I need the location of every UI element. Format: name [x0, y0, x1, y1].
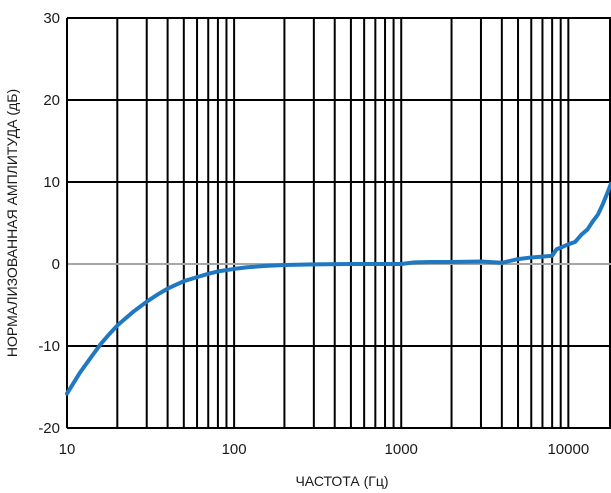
y-tick-label: 10 — [43, 174, 60, 191]
x-tick-label: 10 — [59, 441, 76, 458]
y-tick-label: 20 — [43, 92, 60, 109]
y-grid-lines — [66, 17, 611, 429]
y-axis-title: НОРМАЛИЗОВАННАЯ АМПЛИТУДА (дБ) — [4, 89, 20, 357]
series-line — [65, 181, 611, 396]
x-tick-label: 1000 — [385, 441, 418, 458]
x-tick-label: 10000 — [547, 441, 589, 458]
y-tick-labels: -20 -10 0 10 20 30 — [38, 10, 60, 437]
y-tick-label: 0 — [52, 256, 60, 273]
x-axis-title: ЧАСТОТА (Гц) — [295, 473, 388, 489]
x-tick-labels: 10 100 1000 10000 — [59, 441, 590, 458]
series-layer — [65, 181, 611, 396]
y-tick-label: -20 — [38, 420, 60, 437]
y-tick-label: 30 — [43, 10, 60, 27]
x-tick-label: 100 — [222, 441, 247, 458]
y-tick-label: -10 — [38, 338, 60, 355]
x-grid-lines — [66, 18, 611, 428]
